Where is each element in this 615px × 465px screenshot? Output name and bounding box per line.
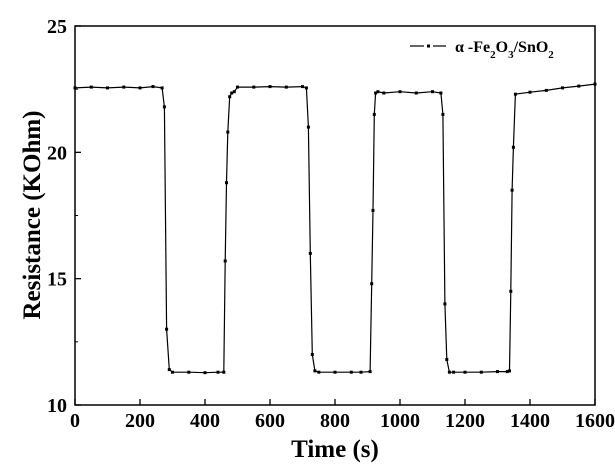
x-tick-label: 1600 <box>575 410 615 432</box>
data-point <box>284 85 288 89</box>
data-point <box>232 90 236 94</box>
data-point <box>463 370 467 374</box>
data-point <box>443 302 447 306</box>
data-point <box>368 370 372 374</box>
y-axis-title: Resistance (KOhm) <box>19 111 46 320</box>
x-axis-title: Time (s) <box>291 436 379 463</box>
data-point <box>382 91 386 95</box>
x-tick-label: 200 <box>125 410 155 432</box>
data-point <box>508 369 511 373</box>
plot-frame <box>74 25 596 406</box>
legend: α -Fe2O3/SnO2 <box>410 39 554 61</box>
legend-label: α -Fe2O3/SnO2 <box>455 39 554 61</box>
data-point <box>333 370 337 374</box>
data-point <box>301 85 304 89</box>
data-point <box>561 86 564 90</box>
data-point <box>313 369 317 373</box>
axis-ticks: 0 200 400 600 800 1000 1200 1400 1600 10 15 20 25 <box>47 16 615 432</box>
data-point <box>222 370 226 374</box>
data-point <box>441 112 445 116</box>
data-point <box>268 85 272 89</box>
data-point <box>308 251 312 255</box>
data-point <box>439 91 443 95</box>
x-tick-label: 1400 <box>510 410 550 432</box>
data-point <box>496 370 499 374</box>
data-point <box>151 85 155 89</box>
data-point <box>398 90 402 94</box>
data-point <box>252 85 256 89</box>
data-point <box>138 86 142 90</box>
data-point <box>511 145 515 149</box>
data-point <box>544 88 548 92</box>
data-point <box>479 370 483 374</box>
data-point <box>226 130 230 134</box>
data-point <box>89 85 93 89</box>
data-point <box>225 181 228 185</box>
data-point <box>73 86 77 90</box>
y-tick-label: 10 <box>47 395 67 417</box>
y-tick-label: 25 <box>47 16 67 38</box>
x-tick-label: 1000 <box>380 410 420 432</box>
data-point <box>304 86 308 90</box>
data-point <box>447 370 451 374</box>
data-point <box>370 282 374 286</box>
data-point <box>577 84 581 88</box>
data-point <box>374 91 378 95</box>
data-point <box>106 86 109 90</box>
data-point <box>505 370 509 374</box>
data-point <box>445 358 449 361</box>
x-tick-label: 0 <box>70 410 80 432</box>
data-point <box>122 85 126 89</box>
data-point <box>510 188 514 192</box>
data-point <box>230 91 234 95</box>
data-point <box>167 368 171 372</box>
data-point <box>236 85 239 89</box>
data-point <box>376 90 380 94</box>
data-point <box>228 95 232 99</box>
data-point <box>306 125 310 129</box>
data-point <box>317 370 321 374</box>
data-point <box>593 82 597 86</box>
data-point <box>187 370 191 374</box>
data-point <box>223 259 227 263</box>
y-tick-label: 20 <box>47 142 67 164</box>
data-point <box>171 370 174 374</box>
y-tick-label: 15 <box>47 269 67 291</box>
data-point <box>431 90 434 94</box>
data-point <box>513 92 517 96</box>
data-point <box>203 371 207 375</box>
series-layer <box>73 82 597 375</box>
x-tick-label: 800 <box>320 410 350 432</box>
series-line <box>74 83 596 374</box>
x-tick-label: 600 <box>255 410 285 432</box>
data-point <box>371 208 375 212</box>
x-tick-label: 400 <box>190 410 220 432</box>
data-point <box>359 370 363 374</box>
data-point <box>528 90 532 94</box>
legend-marker <box>427 44 430 48</box>
data-point <box>349 370 353 374</box>
x-tick-label: 1200 <box>445 410 485 432</box>
data-point <box>160 86 164 90</box>
data-point <box>216 370 220 374</box>
data-point <box>310 353 314 356</box>
data-point <box>509 289 513 293</box>
data-point <box>414 91 418 95</box>
data-point <box>162 105 166 109</box>
data-point <box>372 112 376 116</box>
data-point <box>165 327 169 331</box>
data-point <box>452 370 456 374</box>
